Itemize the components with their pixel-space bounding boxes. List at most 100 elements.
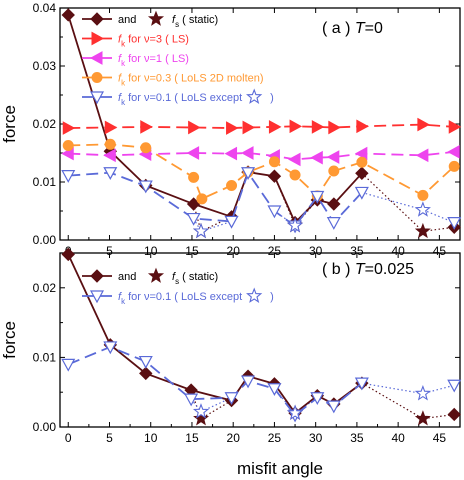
condition-variable: T [355, 20, 366, 37]
data-point-static [139, 366, 153, 381]
data-point-lolsexcept [241, 167, 256, 180]
data-point-static [61, 8, 75, 22]
legend-marker [89, 91, 105, 105]
data-point-lolsexcept [103, 341, 118, 355]
data-point-lolsexcept [326, 217, 341, 230]
data-point-lols2d [196, 193, 208, 205]
x-tick-label: 30 [309, 431, 323, 445]
data-point-ls1 [415, 148, 429, 163]
data-point-lolsexcept [414, 201, 431, 217]
data-point-lolsexcept [241, 375, 256, 389]
y-tick-label: 0.03 [33, 59, 57, 73]
x-tick-label: 35 [350, 244, 364, 258]
data-point-lols2d [289, 169, 301, 181]
data-point-lols2d [448, 160, 460, 172]
x-tick-label: 45 [433, 244, 447, 258]
data-point-ls1 [354, 146, 368, 161]
data-point-lolsexcept [61, 358, 76, 372]
data-point-static [61, 247, 75, 262]
legend-suffix: ) [270, 92, 274, 104]
data-point-ls3 [226, 121, 239, 135]
panel-label: ( b ) T=0.025 [322, 261, 414, 278]
x-tick-label: 15 [185, 244, 199, 258]
data-point-lolsexcept [414, 385, 431, 401]
series-line-ls3 [68, 123, 455, 129]
data-point-lolsexcept [224, 392, 239, 406]
legend-marker [90, 12, 104, 26]
x-tick-label: 10 [144, 244, 158, 258]
data-point-lolsexcept [267, 383, 282, 396]
legend-text: fk for ν=0.1 ( LoLS except [118, 92, 242, 107]
legend-item-lolsexcept: fk for ν=0.1 ( LoLS except) [82, 287, 274, 306]
data-point-lolsexcept [267, 205, 282, 219]
x-tick-label: 20 [227, 244, 241, 258]
data-point-ls3 [311, 120, 325, 134]
data-point-lolsexcept [286, 404, 304, 420]
data-point-lolsexcept [138, 355, 153, 369]
data-point-lolsexcept [192, 403, 210, 419]
condition-value: =0 [365, 20, 383, 37]
data-point-ls3 [289, 119, 303, 134]
data-point-ls3 [104, 120, 118, 135]
data-point-static [355, 166, 369, 181]
data-point-lols2d [188, 171, 200, 183]
legend-text: fk for ν=1 ( LS) [118, 53, 189, 68]
x-tick-label: 10 [144, 431, 158, 445]
data-point-ls1 [186, 146, 200, 160]
data-point-ls1 [310, 150, 323, 165]
data-point-ls3 [62, 121, 76, 135]
data-point-static [193, 410, 210, 426]
data-point-lolsexcept [286, 216, 304, 233]
data-point-static [414, 222, 431, 239]
legend-suffix: ) [270, 291, 274, 303]
data-point-ls1 [224, 146, 238, 161]
data-point-lols2d [62, 139, 74, 151]
y-tick-label: 0.01 [33, 350, 57, 364]
legend-marker [91, 31, 105, 46]
legend-item-lols2d: fk for ν=0.3 ( LoLS 2D molten) [82, 72, 264, 88]
legend-item-static: and fs ( static) [82, 10, 218, 29]
y-axis-label: force [0, 105, 19, 143]
legend-marker [89, 51, 103, 65]
legend-text: fs ( static) [172, 271, 218, 286]
data-point-ls3 [356, 119, 369, 134]
x-tick-label: 5 [106, 431, 113, 445]
x-tick-label: 5 [106, 244, 113, 258]
legend-star [147, 10, 165, 26]
data-point-lolsexcept [192, 222, 210, 239]
data-point-static [414, 410, 431, 426]
data-point-ls3 [188, 120, 201, 135]
data-point-static [267, 169, 282, 183]
legend-star [147, 267, 165, 283]
dotted-connector [190, 397, 232, 413]
y-tick-label: 0.00 [33, 420, 57, 434]
data-point-lolsexcept [326, 400, 341, 414]
legend-text: fs ( static) [172, 14, 218, 29]
data-point-lolsexcept [354, 186, 369, 200]
series-line-lolsexcept [67, 345, 363, 417]
x-tick-label: 45 [433, 431, 447, 445]
legend-text: fk for ν=3 ( LS) [118, 34, 189, 49]
x-tick-label: 0 [65, 431, 72, 445]
data-point-ls1 [288, 152, 301, 167]
legend-item-ls1: fk for ν=1 ( LS) [82, 51, 189, 68]
data-point-lolsexcept [186, 212, 201, 226]
data-point-lols2d [140, 142, 152, 154]
legend-marker [89, 290, 105, 304]
data-point-static [447, 407, 461, 422]
data-point-lols2d [226, 179, 238, 191]
y-tick-label: 0.00 [33, 233, 57, 247]
x-axis-label: misfit angle [237, 459, 323, 478]
x-tick-label: 25 [268, 244, 282, 258]
x-tick-label: 15 [185, 431, 199, 445]
y-tick-label: 0.02 [33, 117, 57, 131]
x-tick-label: 35 [350, 431, 364, 445]
data-point-ls3 [140, 120, 153, 134]
y-tick-label: 0.02 [33, 281, 57, 295]
y-tick-label: 0.01 [33, 175, 57, 189]
data-point-static [327, 197, 341, 211]
legend-item-ls3: fk for ν=3 ( LS) [82, 31, 189, 49]
series-line-ls1 [68, 150, 455, 161]
x-tick-label: 25 [268, 431, 282, 445]
x-tick-label: 30 [309, 244, 323, 258]
